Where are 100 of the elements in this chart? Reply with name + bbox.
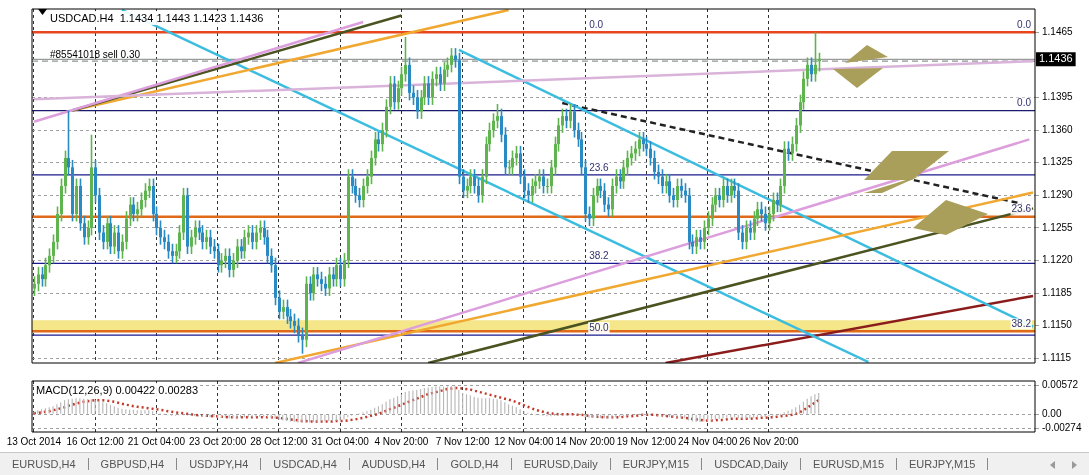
y-tick-label: 1.1150 [1042,319,1073,331]
candlestick [783,140,786,195]
candlestick [741,224,744,251]
candlestick [358,187,361,209]
candlestick [630,145,633,167]
annotation: 38.2 [1011,318,1032,330]
candlestick [136,201,139,223]
candlestick [381,121,384,153]
candlestick [569,103,572,130]
y-tick-label: 1.1115 [1042,352,1072,364]
candlestick [443,61,446,92]
candlestick [102,224,105,251]
candlestick [56,205,59,251]
y-tick-label: 1.1325 [1042,156,1074,168]
candlestick [374,131,377,167]
candlestick [75,177,78,223]
candlestick [335,256,338,288]
candlestick [776,191,779,213]
candlestick [722,177,725,209]
candlestick [255,224,258,251]
candlestick [726,177,729,204]
candlestick [531,177,534,204]
candlestick [642,131,645,153]
candlestick [194,219,197,246]
candlestick [416,89,419,120]
candlestick [760,201,763,223]
x-tick-label: 19 Nov 12:00 [616,435,677,447]
text: USDCAD,Daily [702,458,802,470]
candlestick [132,196,135,223]
text: AUDUSD,H4 [349,458,439,470]
candlestick [232,252,235,279]
chart-title: MACD(12,26,9) 0.00422 0.00283 [36,383,199,396]
candlestick [703,219,706,251]
candlestick [83,215,86,246]
candlestick [389,75,392,116]
text: EURUSD,M15 [801,458,897,470]
candlestick [810,56,813,83]
candlestick [243,228,246,260]
candlestick [473,168,476,195]
candlestick [312,266,315,302]
x-tick-label: 14 Nov 20:00 [555,435,616,447]
candlestick [98,187,101,241]
x-tick-label: 16 Oct 12:00 [66,435,125,447]
candlestick [217,242,220,274]
candlestick [806,56,809,88]
x-tick-label: 31 Oct 04:00 [311,435,370,447]
candlestick [565,107,568,130]
y-tick-label: 1.1185 [1042,286,1073,298]
candlestick [515,145,518,167]
candlestick [745,219,748,251]
candlestick [707,210,710,237]
x-tick-label: 28 Oct 12:00 [250,435,308,447]
candlestick [481,168,484,204]
candlestick [496,103,499,130]
candlestick [672,187,675,209]
candlestick [377,131,380,153]
candlestick [431,70,434,106]
text: EURUSD,Daily [511,458,611,470]
candlestick [561,107,564,134]
candlestick [278,289,281,321]
candlestick [791,135,794,162]
candlestick [462,168,465,199]
candlestick [286,298,289,325]
x-tick-label: 26 Nov 20:00 [739,435,800,447]
candlestick [730,177,733,204]
candlestick [144,182,147,209]
x-tick-label: 24 Nov 04:00 [677,435,738,447]
candlestick [393,75,396,111]
text: USDCAD,H4 [261,458,350,470]
candlestick [657,163,660,185]
candlestick [297,317,300,344]
candlestick [186,187,189,255]
candlestick [626,149,629,176]
candlestick [768,205,771,232]
candlestick [818,51,821,73]
text: GBPUSD,H4 [88,458,178,470]
candlestick [450,47,453,74]
annotation: 0.0 [1017,97,1032,109]
candlestick [293,312,296,334]
candlestick [596,177,599,204]
candlestick [37,266,40,293]
candlestick [209,228,212,255]
y-tick-label: 1.1465 [1042,26,1074,38]
candlestick [676,177,679,209]
candlestick [733,177,736,199]
candlestick [492,112,495,139]
candlestick [435,65,438,88]
candlestick [404,36,407,83]
candlestick [44,256,47,288]
y-tick-label: 1.1255 [1042,221,1074,233]
candlestick [190,228,193,255]
x-tick-label: 21 Oct 04:00 [127,435,186,447]
annotation: 50.0 [589,321,610,333]
candlestick [772,191,775,223]
candlestick [109,215,112,255]
candlestick [477,177,480,204]
candlestick [699,228,702,251]
candlestick [469,168,472,195]
ref-line-label: 1.1436 [1039,52,1073,65]
candlestick [121,233,124,260]
